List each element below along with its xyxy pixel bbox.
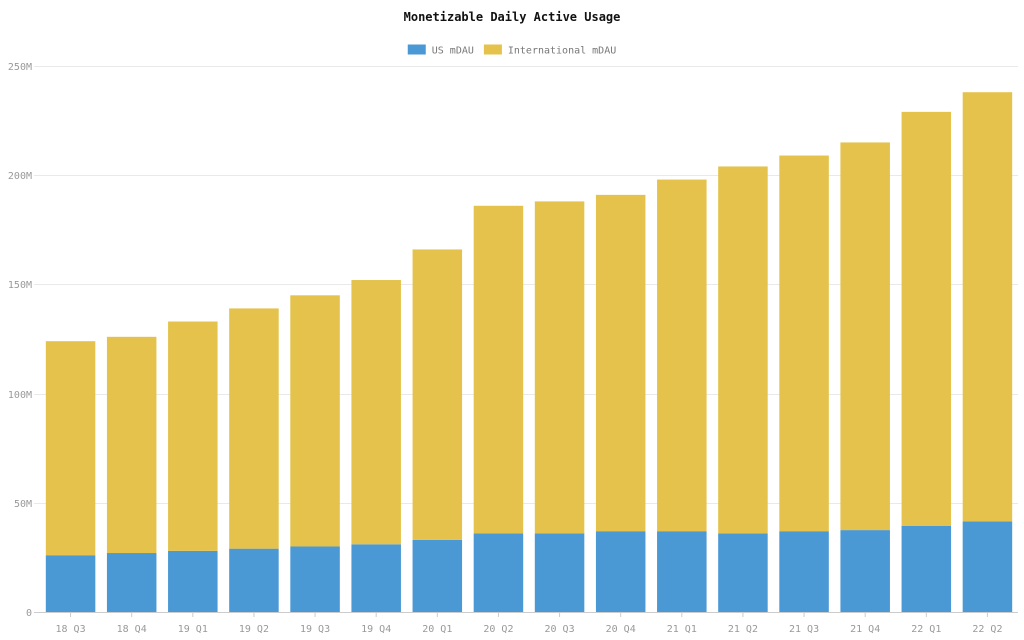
bar-us-mdau[interactable] <box>45 555 96 612</box>
bar-us-mdau[interactable] <box>901 525 952 612</box>
bar-international-mdau[interactable] <box>168 321 218 551</box>
x-tick-label: 20 Q1 <box>422 624 452 635</box>
x-tick-label: 21 Q4 <box>850 624 880 635</box>
x-tick-label: 21 Q1 <box>667 624 697 635</box>
x-tick-label: 20 Q3 <box>545 624 575 635</box>
bar-us-mdau[interactable] <box>657 531 707 612</box>
bar-international-mdau[interactable] <box>45 341 96 556</box>
bar-international-mdau[interactable] <box>595 194 646 532</box>
bar-us-mdau[interactable] <box>229 548 279 612</box>
bar-international-mdau[interactable] <box>473 205 524 534</box>
bar-international-mdau[interactable] <box>962 92 1013 522</box>
bar-international-mdau[interactable] <box>657 179 707 532</box>
bar-us-mdau[interactable] <box>840 530 890 612</box>
legend-label-us-mdau[interactable]: US mDAU <box>432 46 474 57</box>
y-tick-label: 250M <box>8 62 32 73</box>
x-tick-label: 22 Q1 <box>911 624 941 635</box>
bar-international-mdau[interactable] <box>412 249 463 540</box>
bar-international-mdau[interactable] <box>840 142 890 531</box>
x-tick-label: 22 Q2 <box>972 624 1002 635</box>
chart-title: Monetizable Daily Active Usage <box>404 10 621 24</box>
bar-us-mdau[interactable] <box>351 544 401 612</box>
y-tick-label: 0 <box>26 608 32 619</box>
x-tick-label: 19 Q1 <box>178 624 208 635</box>
bar-us-mdau[interactable] <box>412 539 463 612</box>
bar-us-mdau[interactable] <box>718 533 768 612</box>
bar-international-mdau[interactable] <box>229 308 279 549</box>
bar-us-mdau[interactable] <box>962 521 1013 612</box>
bar-us-mdau[interactable] <box>779 531 829 612</box>
bar-international-mdau[interactable] <box>106 336 157 554</box>
x-tick-label: 18 Q4 <box>117 624 147 635</box>
y-tick-label: 200M <box>8 171 32 182</box>
y-axis: 0 50M 100M 150M 200M 250M <box>8 62 32 619</box>
bar-international-mdau[interactable] <box>901 111 952 526</box>
x-tick-label: 20 Q2 <box>483 624 513 635</box>
bar-international-mdau[interactable] <box>351 280 401 545</box>
x-tick-label: 21 Q3 <box>789 624 819 635</box>
bar-international-mdau[interactable] <box>534 201 585 534</box>
y-tick-label: 150M <box>8 280 32 291</box>
legend-swatch-us-mdau[interactable] <box>407 44 426 55</box>
bars <box>45 92 1013 612</box>
bar-us-mdau[interactable] <box>595 531 646 612</box>
legend-label-international-mdau[interactable]: International mDAU <box>508 46 616 57</box>
x-tick-label: 21 Q2 <box>728 624 758 635</box>
bar-international-mdau[interactable] <box>718 166 768 534</box>
bar-us-mdau[interactable] <box>534 533 585 612</box>
legend-swatch-international-mdau[interactable] <box>483 44 502 55</box>
bar-international-mdau[interactable] <box>290 295 340 547</box>
x-tick-label: 19 Q4 <box>361 624 391 635</box>
x-tick-label: 20 Q4 <box>606 624 636 635</box>
bar-international-mdau[interactable] <box>779 155 829 532</box>
x-tick-label: 19 Q3 <box>300 624 330 635</box>
y-tick-label: 100M <box>8 390 32 401</box>
bar-us-mdau[interactable] <box>473 533 524 612</box>
x-tick-label: 19 Q2 <box>239 624 269 635</box>
bar-us-mdau[interactable] <box>290 546 340 612</box>
x-axis: 18 Q3 18 Q4 19 Q1 19 Q2 19 Q3 19 Q4 20 Q1 20 Q2… <box>56 612 1002 635</box>
x-tick-label: 18 Q3 <box>56 624 86 635</box>
bar-us-mdau[interactable] <box>168 550 218 612</box>
bar-us-mdau[interactable] <box>106 553 157 612</box>
y-tick-label: 50M <box>14 499 32 510</box>
legend: US mDAU International mDAU <box>407 44 616 57</box>
